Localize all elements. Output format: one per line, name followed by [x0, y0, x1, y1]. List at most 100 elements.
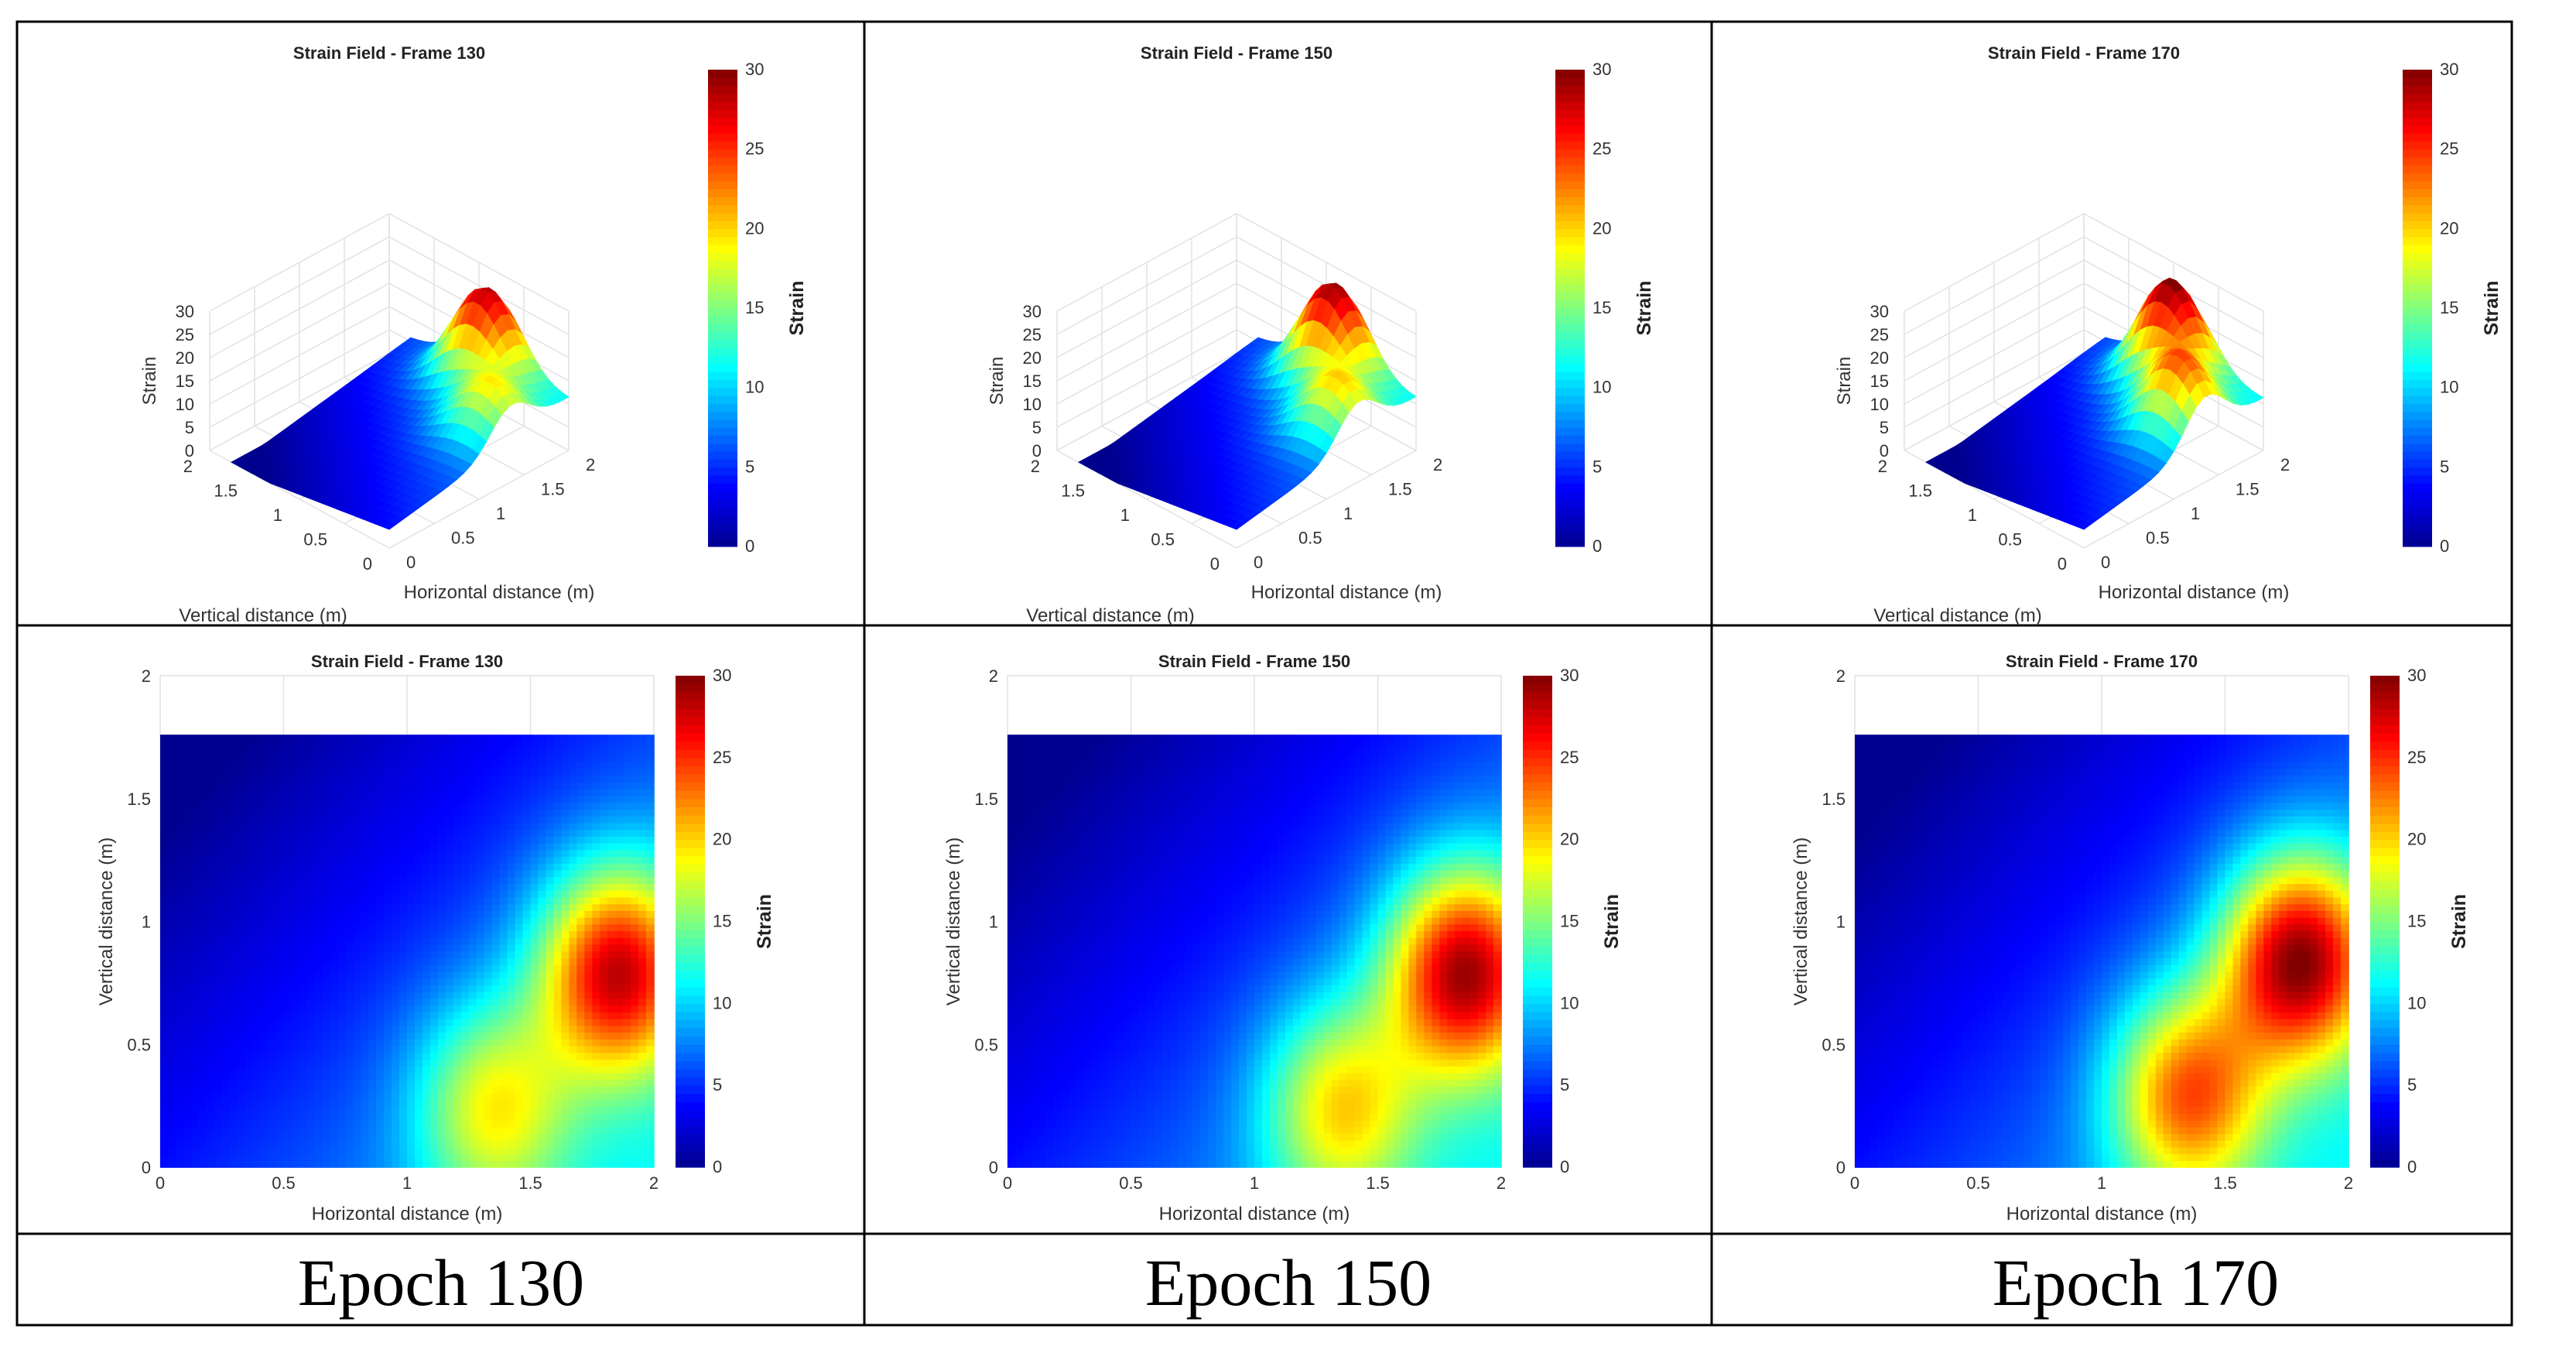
heatmap-cell	[214, 789, 223, 796]
heatmap-cell	[260, 1052, 269, 1060]
heatmap-cell	[445, 836, 454, 844]
heatmap-cell	[175, 1106, 184, 1114]
heatmap-cell	[384, 741, 392, 749]
heatmap-cell	[353, 1153, 361, 1161]
heatmap-cell	[283, 849, 292, 858]
heatmap-cell	[291, 829, 300, 837]
heatmap-cell	[499, 957, 508, 965]
heatmap-cell	[337, 755, 347, 762]
heatmap-cell	[476, 1133, 485, 1141]
heatmap-cell	[306, 903, 316, 911]
heatmap-cell	[229, 964, 238, 972]
heatmap-cell	[491, 1119, 501, 1128]
heatmap-cell	[407, 795, 416, 803]
heatmap-cell	[299, 789, 308, 796]
heatmap-cell	[168, 937, 176, 945]
heatmap-cell	[353, 910, 361, 918]
heatmap-cell	[314, 1032, 323, 1039]
heatmap-cell	[345, 849, 354, 858]
heatmap-cell	[337, 869, 347, 878]
heatmap-cell	[437, 856, 446, 864]
heatmap-cell	[484, 890, 493, 898]
heatmap-cell	[275, 992, 285, 999]
colorbar-segment	[1555, 514, 1585, 523]
heatmap-cell	[190, 1113, 200, 1121]
heatmap-cell	[260, 1106, 269, 1114]
heatmap-cell	[322, 978, 331, 985]
heatmap-cell	[275, 1086, 285, 1094]
heatmap-cell	[229, 1133, 238, 1141]
heatmap-cell	[453, 876, 462, 885]
heatmap-cell	[183, 998, 192, 1006]
heatmap-cell	[345, 950, 354, 959]
heatmap-cell	[260, 1140, 269, 1148]
heatmap-cell	[453, 1113, 462, 1121]
heatmap-cell	[268, 1126, 277, 1135]
heatmap-cell	[499, 937, 508, 945]
heatmap-cell	[484, 923, 493, 932]
heatmap-cell	[183, 1005, 192, 1012]
heatmap-cell	[198, 869, 207, 878]
heatmap-cell	[275, 1119, 285, 1128]
z-tick-label: 30	[1870, 302, 1889, 321]
heatmap-cell	[275, 1079, 285, 1087]
heatmap-cell	[392, 1059, 400, 1067]
heatmap-cell	[507, 1106, 516, 1114]
heatmap-cell	[392, 768, 400, 776]
heatmap-cell	[229, 950, 238, 959]
heatmap-cell	[260, 1045, 269, 1053]
heatmap-cell	[422, 1059, 431, 1067]
heatmap-cell	[422, 1072, 431, 1081]
heatmap-cell	[237, 856, 246, 864]
heatmap-cell	[407, 1153, 416, 1161]
heatmap-cell	[337, 930, 347, 938]
heatmap-cell	[275, 755, 285, 762]
heatmap-cell	[322, 1093, 331, 1101]
heatmap-cell	[499, 829, 508, 837]
heatmap-cell	[275, 849, 285, 858]
heatmap-cell	[484, 748, 493, 756]
heatmap-cell	[376, 789, 385, 796]
heatmap-cell	[460, 1012, 470, 1019]
heatmap-cell	[491, 896, 501, 905]
heatmap-cell	[275, 1018, 285, 1026]
heatmap-cell	[183, 836, 192, 844]
heatmap-cell	[384, 1032, 392, 1039]
heatmap-cell	[345, 809, 354, 817]
heatmap-cell	[260, 1012, 269, 1019]
heatmap-cell	[399, 978, 408, 985]
heatmap-cell	[429, 1153, 439, 1161]
heatmap-cell	[229, 816, 238, 824]
colorbar-tick-label: 25	[745, 139, 764, 159]
heatmap-cell	[314, 1106, 323, 1114]
heatmap-cell	[407, 930, 416, 938]
heatmap-cell	[221, 1160, 231, 1168]
colorbar-segment	[2403, 514, 2432, 523]
heatmap-cell	[468, 836, 477, 844]
heatmap-cell	[206, 890, 215, 898]
heatmap-cell	[275, 1059, 285, 1067]
heatmap-cell	[221, 1126, 231, 1135]
heatmap-cell	[168, 1005, 176, 1012]
heatmap-cell	[368, 1012, 377, 1019]
heatmap-cell	[453, 985, 462, 992]
colorbar-label: Strain	[2481, 281, 2502, 336]
heatmap-cell	[252, 950, 262, 959]
heatmap-cell	[407, 1126, 416, 1135]
heatmap-cell	[429, 1146, 439, 1155]
heatmap-cell	[415, 1086, 423, 1094]
heatmap-cell	[507, 1025, 516, 1033]
heatmap-cell	[322, 782, 331, 789]
heatmap-cell	[260, 998, 269, 1006]
heatmap-cell	[252, 1153, 262, 1161]
heatmap-cell	[429, 910, 439, 918]
x-tick-label: 0	[2101, 553, 2110, 572]
heatmap-cell	[337, 856, 347, 864]
heatmap-cell	[198, 1119, 207, 1128]
heatmap-cell	[376, 910, 385, 918]
heatmap-cell	[229, 802, 238, 810]
heatmap-cell	[460, 869, 470, 878]
heatmap-cell	[190, 755, 200, 762]
heatmap-cell	[468, 755, 477, 762]
y-tick-label: 1.5	[1908, 481, 1932, 501]
